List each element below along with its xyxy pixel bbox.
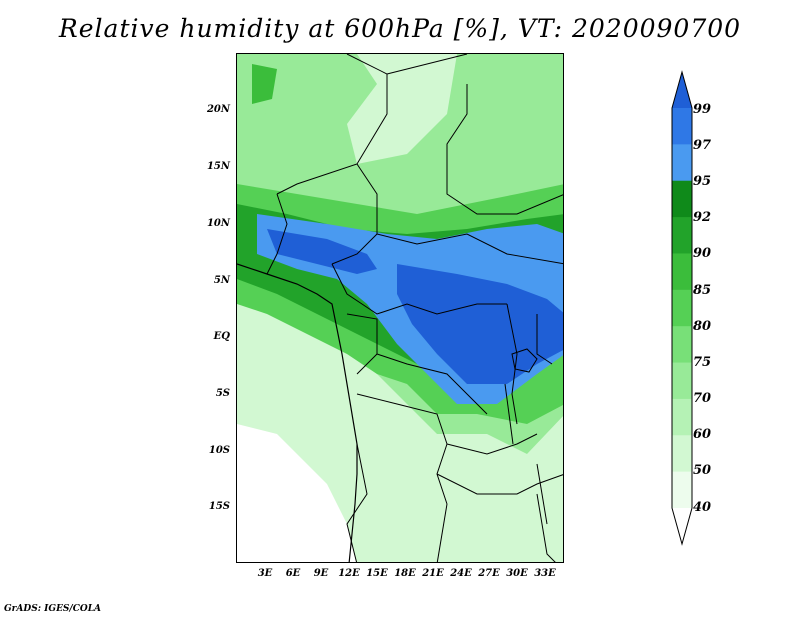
lat-label-20n: 20N [206, 104, 230, 115]
colorbar-label-75: 75 [693, 355, 712, 370]
lon-label-15e: 15E [366, 568, 388, 579]
colorbar-label-97: 97 [693, 138, 712, 153]
grads-credit: GrADS: IGES/COLA [4, 604, 102, 614]
humidity-field [237, 54, 563, 562]
colorbar-segments [672, 72, 692, 544]
lat-label-eq: EQ [213, 331, 230, 342]
lon-label-33e: 33E [534, 568, 556, 579]
colorbar-label-70: 70 [693, 391, 712, 406]
lat-label-10n: 10N [206, 218, 230, 229]
colorbar-segment [672, 144, 692, 182]
colorbar-outline [671, 70, 693, 546]
lon-label-3e: 3E [257, 568, 273, 579]
lon-label-21e: 21E [422, 568, 444, 579]
map-title: Relative humidity at 600hPa [%], VT: 202… [58, 14, 742, 43]
colorbar [671, 70, 693, 546]
lon-label-9e: 9E [313, 568, 329, 579]
lake-victoria [511, 348, 538, 373]
colorbar-label-40: 40 [693, 500, 712, 515]
colorbar-label-99: 99 [693, 102, 712, 117]
lat-label-5s: 5S [215, 388, 230, 399]
colorbar-segment [672, 108, 692, 145]
map-plot-area [236, 53, 564, 563]
colorbar-segment [672, 435, 692, 473]
lon-label-27e: 27E [478, 568, 500, 579]
colorbar-label-85: 85 [693, 283, 712, 298]
colorbar-label-80: 80 [693, 319, 712, 334]
colorbar-segment [672, 180, 692, 218]
lat-label-10s: 10S [208, 445, 230, 456]
lat-label-15s: 15S [208, 501, 230, 512]
lake-malawi [536, 463, 548, 525]
lon-label-12e: 12E [338, 568, 360, 579]
lon-label-18e: 18E [394, 568, 416, 579]
colorbar-label-95: 95 [693, 174, 712, 189]
colorbar-segment [672, 362, 692, 400]
lon-label-6e: 6E [285, 568, 301, 579]
lat-label-5n: 5N [213, 275, 230, 286]
colorbar-cap-top [672, 72, 692, 108]
coastline [237, 263, 358, 562]
lake-tanganyika [504, 383, 514, 445]
colorbar-segment [672, 398, 692, 436]
colorbar-segment [672, 253, 692, 291]
colorbar-segment [672, 217, 692, 254]
humidity-zone-north-85 [252, 64, 277, 104]
lon-label-24e: 24E [450, 568, 472, 579]
colorbar-label-60: 60 [693, 427, 712, 442]
colorbar-segment [672, 471, 692, 509]
colorbar-cap-bottom [672, 508, 692, 544]
colorbar-segment [672, 289, 692, 327]
colorbar-label-90: 90 [693, 246, 712, 261]
lon-label-30e: 30E [506, 568, 528, 579]
colorbar-label-92: 92 [693, 210, 712, 225]
colorbar-label-50: 50 [693, 463, 712, 478]
lat-label-15n: 15N [206, 161, 230, 172]
country-borders [266, 54, 563, 562]
colorbar-segment [672, 326, 692, 364]
